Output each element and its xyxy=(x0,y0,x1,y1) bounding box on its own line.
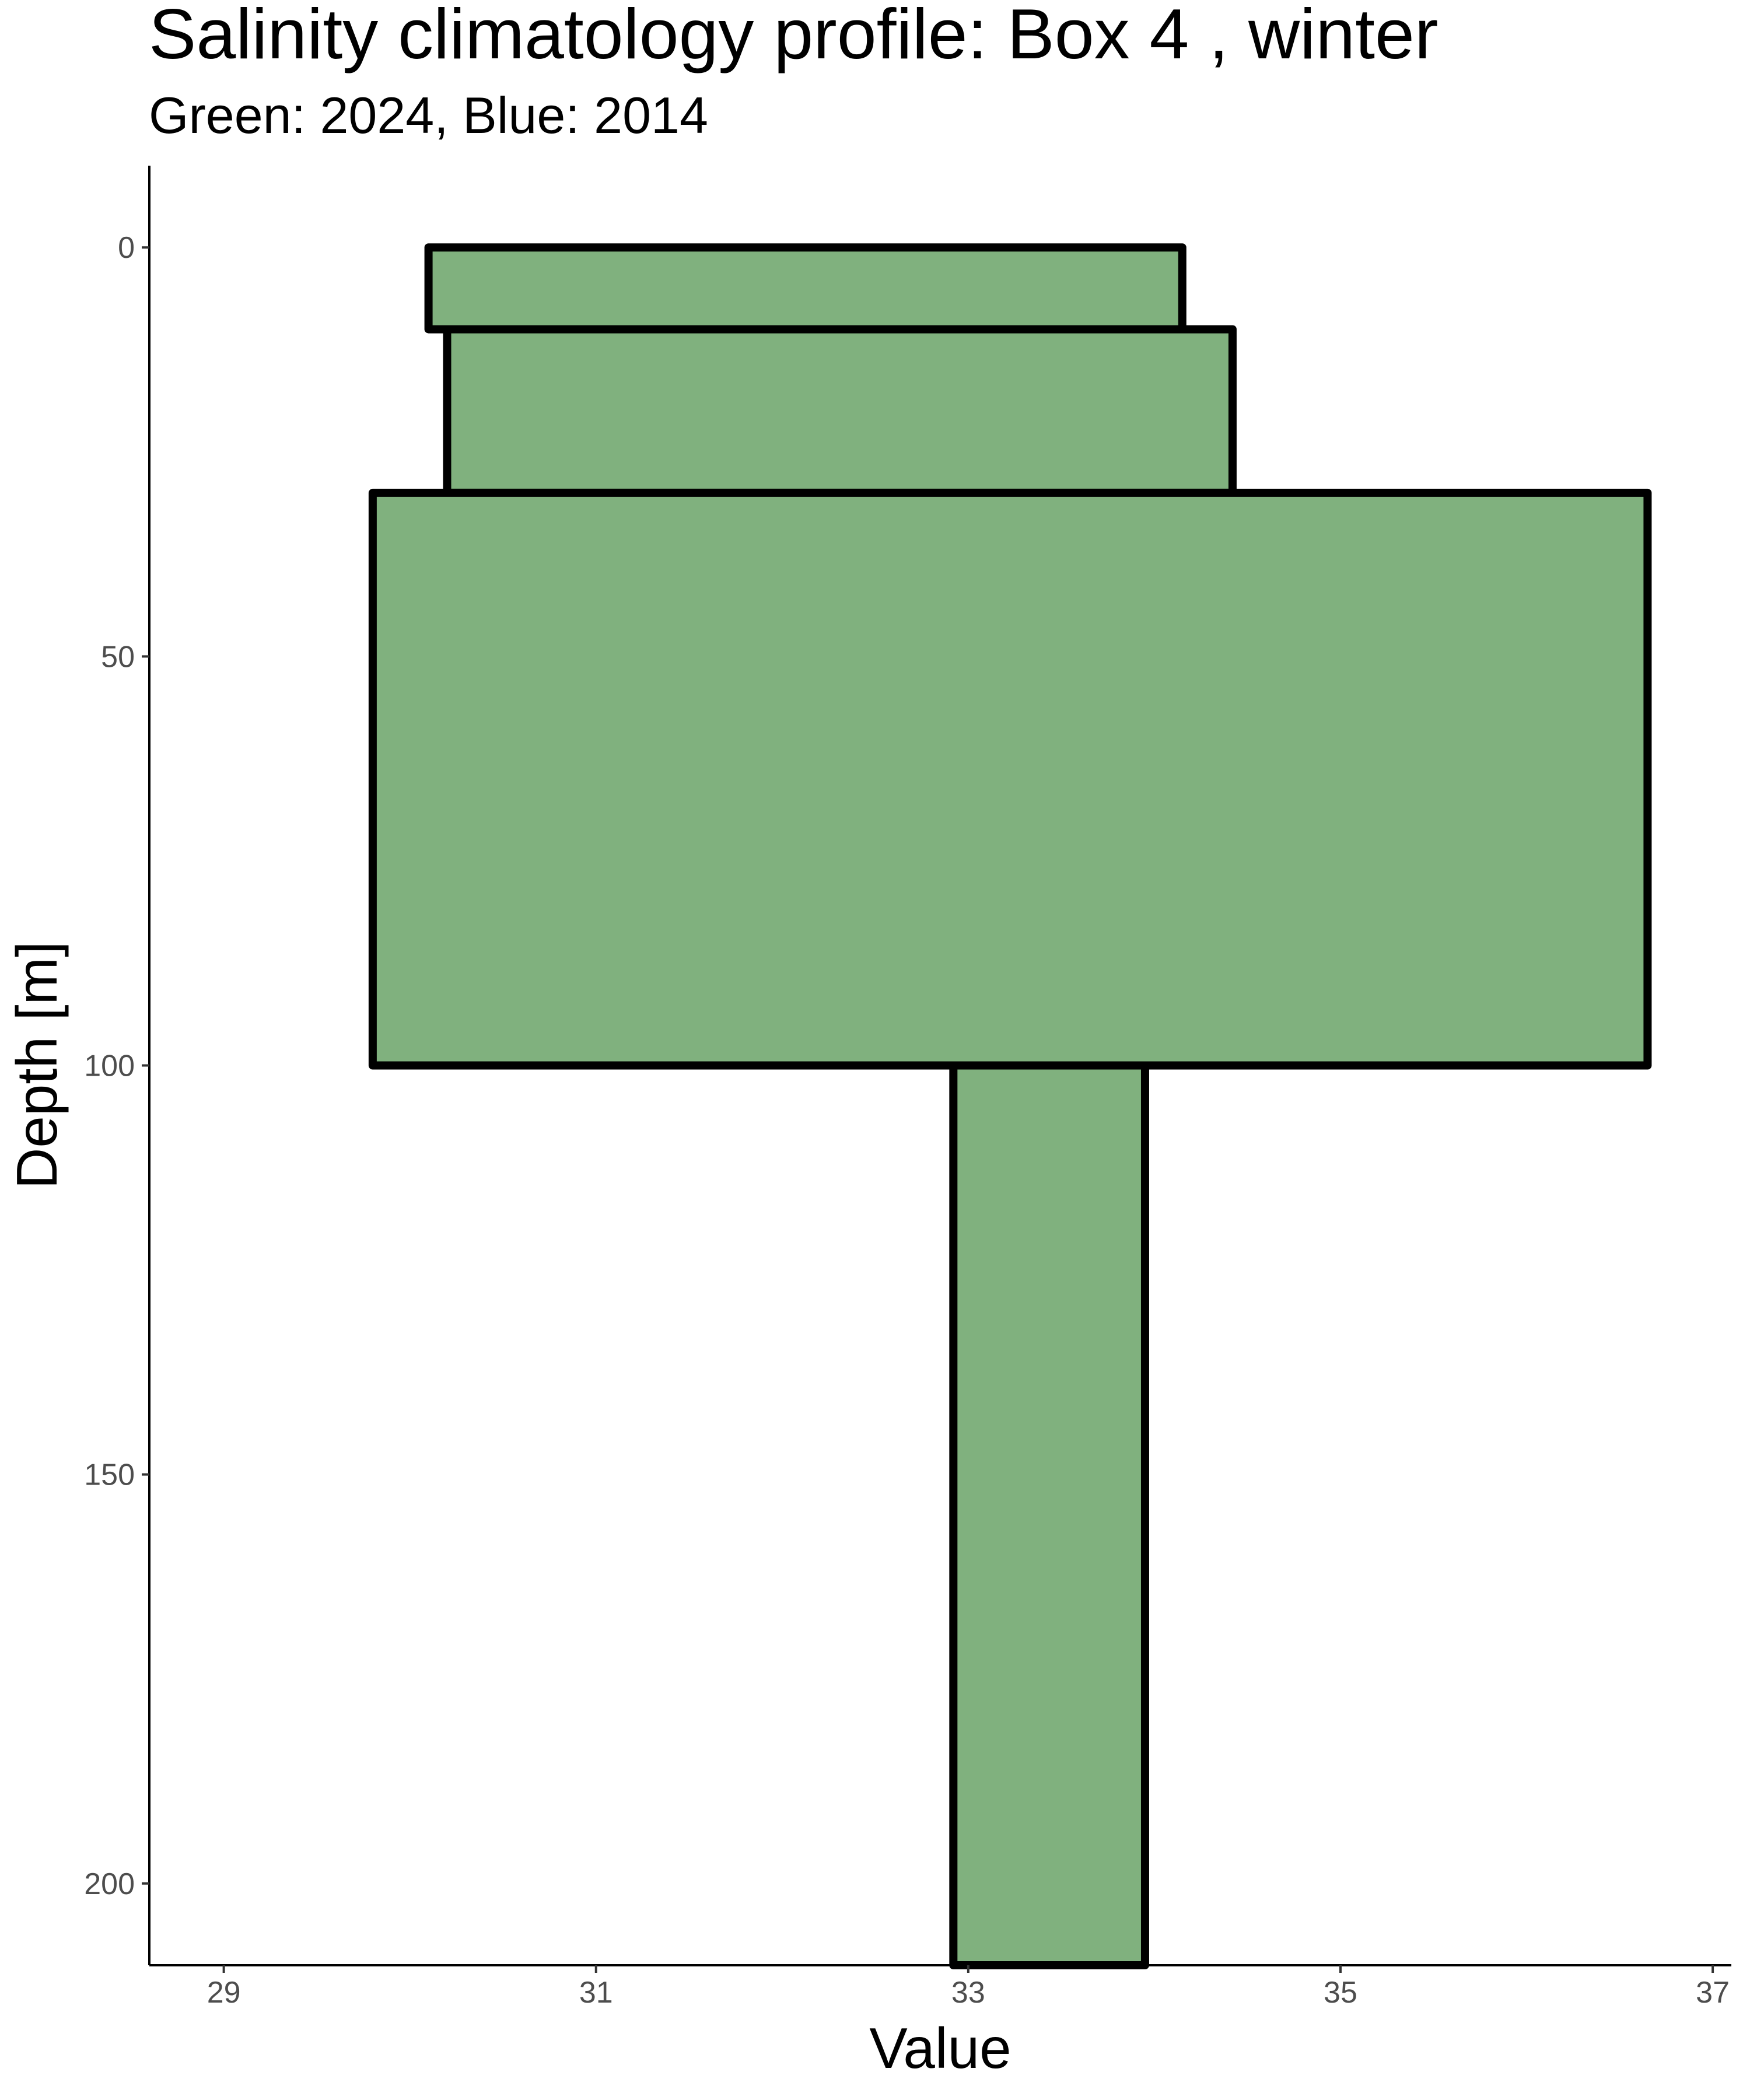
x-tick-label-1: 29 xyxy=(207,1976,241,2010)
x-tick-label-3: 33 xyxy=(951,1976,985,2010)
x-tick-label-5: 37 xyxy=(1696,1976,1730,2010)
y-tick-label-4: 150 xyxy=(84,1458,135,1492)
x-tick-label-4: 35 xyxy=(1324,1976,1357,2010)
y-tick-label-1: 0 xyxy=(118,231,135,265)
y-axis-ticks: 0 50 100 150 200 xyxy=(84,231,149,1901)
x-axis-ticks: 29 31 33 35 37 xyxy=(207,1965,1730,2010)
x-tick-label-2: 31 xyxy=(579,1976,613,2010)
chart-title: Salinity climatology profile: Box 4 , wi… xyxy=(149,0,1438,74)
chart-subtitle: Green: 2024, Blue: 2014 xyxy=(149,86,708,144)
y-tick-label-2: 50 xyxy=(101,640,135,674)
y-axis-title: Depth [m] xyxy=(5,942,69,1189)
depth-bin-1-3 xyxy=(368,488,1652,1070)
depth-bin-1-4 xyxy=(949,1061,1149,1969)
bars-layer xyxy=(368,243,1652,1969)
depth-bin-1-2 xyxy=(443,325,1237,497)
y-tick-label-5: 200 xyxy=(84,1867,135,1901)
y-tick-label-3: 100 xyxy=(84,1049,135,1083)
x-axis-title: Value xyxy=(869,2016,1011,2080)
depth-bin-1-1 xyxy=(424,243,1186,334)
